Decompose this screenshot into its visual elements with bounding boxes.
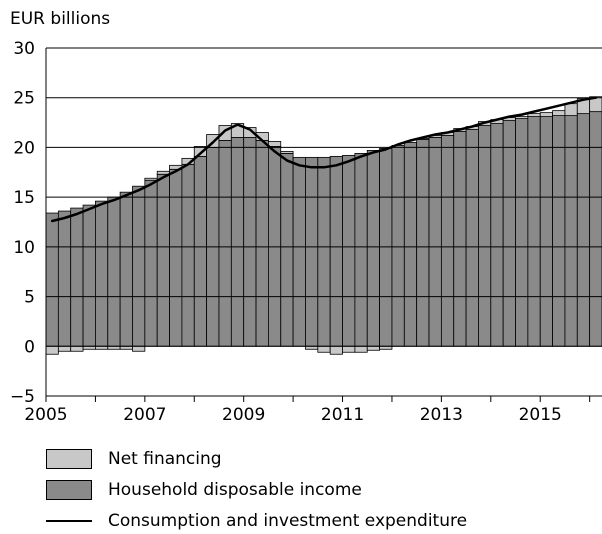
bar-household-income [576, 113, 591, 347]
y-tick-label: 5 [24, 288, 35, 308]
y-tick-label: 30 [13, 39, 35, 59]
bar-net-financing [329, 345, 343, 355]
bar-household-income [465, 129, 479, 347]
bar-household-income [230, 137, 245, 347]
bar-household-income [70, 207, 84, 347]
bar-household-income [119, 191, 133, 347]
bar-net-financing [515, 116, 529, 119]
x-tick-label: 2015 [519, 405, 562, 425]
legend-item-household-income: Household disposable income [46, 479, 362, 501]
bar-household-income [354, 152, 368, 347]
y-tick-label: 0 [24, 337, 35, 357]
bar-household-income [428, 137, 442, 347]
bar-household-income [169, 168, 183, 347]
bar-household-income [156, 173, 170, 347]
bar-household-income [564, 115, 578, 347]
legend-item-net-financing: Net financing [46, 448, 222, 470]
legend-item-expenditure: Consumption and investment expenditure [46, 510, 467, 532]
y-tick-label: 25 [13, 89, 35, 109]
bar-household-income [416, 139, 430, 347]
x-tick-label: 2007 [123, 405, 166, 425]
bar-household-income [218, 140, 232, 347]
legend-label-household-income: Household disposable income [108, 480, 362, 500]
bar-household-income [515, 118, 529, 347]
bar-net-financing [527, 113, 541, 118]
bar-net-financing [317, 345, 331, 353]
bar-net-financing [366, 345, 381, 351]
bar-household-income [329, 155, 343, 347]
bar-household-income [453, 131, 467, 347]
bar-household-income [181, 163, 195, 347]
bar-household-income [280, 152, 294, 347]
bar-net-financing [57, 345, 72, 352]
bar-household-income [292, 156, 306, 347]
bar-household-income [45, 212, 59, 347]
bar-net-financing [354, 345, 368, 353]
bar-household-income [502, 120, 516, 347]
legend-line-expenditure [46, 520, 92, 522]
bar-net-financing [70, 345, 84, 352]
bar-net-financing [564, 103, 578, 117]
bar-household-income [589, 111, 602, 347]
bar-household-income [440, 135, 455, 347]
bar-household-income [132, 185, 146, 347]
line-expenditure [50, 96, 598, 223]
bar-household-income [366, 150, 381, 347]
bar-household-income [552, 115, 566, 347]
bar-household-income [342, 154, 356, 347]
legend-swatch-net-financing [46, 449, 92, 469]
y-tick-label: 10 [13, 238, 35, 258]
bar-household-income [144, 179, 158, 347]
bar-household-income [107, 196, 121, 347]
bar-household-income [403, 142, 418, 347]
bar-household-income [57, 210, 72, 347]
bar-household-income [391, 145, 405, 347]
bar-net-financing [132, 345, 146, 352]
bar-net-financing [342, 345, 356, 353]
bar-net-financing [539, 112, 553, 118]
bar-net-financing [144, 177, 158, 181]
x-tick-label: 2009 [222, 405, 265, 425]
bar-household-income [527, 116, 541, 347]
y-tick-label: 15 [13, 188, 35, 208]
bar-household-income [539, 116, 553, 347]
bar-household-income [243, 137, 257, 347]
bar-net-financing [280, 151, 294, 154]
legend-label-net-financing: Net financing [108, 449, 222, 469]
bar-household-income [95, 200, 109, 347]
bar-net-financing [267, 141, 282, 147]
bar-household-income [478, 125, 492, 347]
x-tick-label: 2005 [24, 405, 67, 425]
x-tick-label: 2013 [420, 405, 463, 425]
bar-household-income [193, 155, 208, 347]
bar-household-income [255, 140, 269, 347]
x-tick-label: 2011 [321, 405, 364, 425]
y-axis-unit-label: EUR billions [10, 9, 110, 29]
bar-net-financing [45, 345, 59, 355]
bar-household-income [82, 204, 96, 347]
bar-net-financing [552, 110, 566, 117]
bar-household-income [317, 156, 331, 347]
legend-label-expenditure: Consumption and investment expenditure [108, 511, 468, 531]
y-tick-label: −5 [10, 387, 35, 407]
legend-swatch-household-income [46, 480, 92, 500]
bar-household-income [305, 156, 319, 347]
bar-household-income [490, 123, 504, 347]
y-tick-label: 20 [13, 138, 35, 158]
